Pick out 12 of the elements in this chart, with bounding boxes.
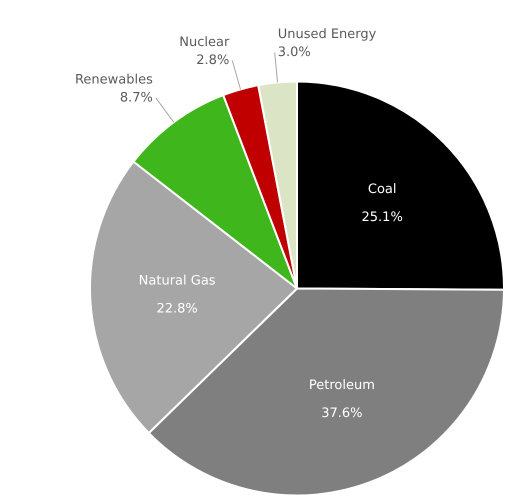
data-label: 22.8% (156, 302, 198, 317)
slice-label: Nuclear (179, 34, 230, 50)
data-label: 8.7% (120, 90, 153, 106)
slice-label: Petroleum (308, 378, 375, 394)
slice-label: Unused Energy (278, 26, 377, 42)
slice-label: Coal (368, 182, 396, 198)
slice-label: Natural Gas (138, 274, 216, 289)
data-label: 25.1% (362, 210, 403, 226)
data-label: 37.6% (321, 406, 363, 422)
data-label: 3.0% (278, 44, 311, 60)
data-label: 2.8% (196, 52, 230, 68)
slice-label: Renewables (74, 72, 154, 88)
